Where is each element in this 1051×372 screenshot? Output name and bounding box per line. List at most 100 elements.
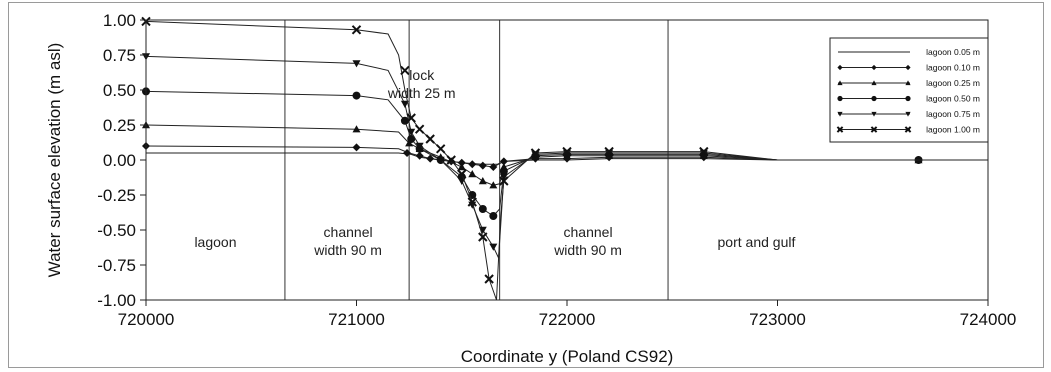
data-point <box>871 80 877 86</box>
data-point <box>415 151 424 160</box>
data-point <box>400 65 410 76</box>
y-tick-label: -0.50 <box>97 221 136 240</box>
axes: 1.00 0.75 0.50 0.25 0.00 -0.25 -0.50 -0.75 -1.00… <box>97 11 1016 329</box>
zone-label-line: width 90 m <box>313 242 382 258</box>
y-tick-label: 0.50 <box>103 81 136 100</box>
data-point <box>562 146 572 157</box>
data-point <box>414 124 425 134</box>
data-point <box>905 95 911 102</box>
data-point <box>478 205 487 213</box>
x-tick-label: 723000 <box>749 310 806 329</box>
legend-label: lagoon 0.10 m <box>926 63 980 73</box>
data-point <box>468 170 477 178</box>
y-tick-label: 0.75 <box>103 46 136 65</box>
data-point <box>484 274 494 284</box>
x-tick-label: 721000 <box>328 310 385 329</box>
data-point <box>837 64 843 71</box>
data-point <box>499 167 508 176</box>
data-point <box>870 126 878 133</box>
legend: lagoon 0.05 m lagoon 0.10 m lagoon 0.25 m l… <box>829 37 989 143</box>
y-tick-label: -0.25 <box>97 186 136 205</box>
data-point <box>405 139 414 147</box>
legend-box <box>829 37 989 143</box>
zone-label-line: lagoon <box>194 234 236 250</box>
data-point <box>351 25 362 35</box>
data-point <box>457 163 466 171</box>
x-axis-title: Coordinate y (Poland CS92) <box>461 347 674 366</box>
y-tick-label: 0.00 <box>103 151 136 170</box>
data-point <box>406 113 416 123</box>
data-point <box>468 160 477 169</box>
y-tick-label: 1.00 <box>103 11 136 30</box>
legend-label: lagoon 0.50 m <box>926 94 980 104</box>
data-point <box>415 142 424 150</box>
data-point <box>905 64 911 71</box>
data-point <box>407 128 416 136</box>
data-point <box>905 111 911 117</box>
data-point <box>489 181 498 189</box>
data-point <box>489 212 498 220</box>
legend-label: lagoon 0.25 m <box>926 78 980 88</box>
data-point <box>489 163 498 171</box>
legend-item: lagoon 0.75 m <box>837 109 980 119</box>
data-point <box>403 149 412 157</box>
data-point <box>604 146 614 157</box>
zone-label-line: width 25 m <box>387 85 456 101</box>
data-point <box>457 169 467 179</box>
data-point <box>837 95 843 102</box>
data-point <box>871 95 877 102</box>
zone-label-line: port and gulf <box>718 234 796 250</box>
data-point <box>400 100 409 108</box>
data-point <box>352 60 361 68</box>
data-point <box>499 157 508 166</box>
data-point <box>905 80 911 86</box>
x-tick-label: 720000 <box>118 310 175 329</box>
chart-frame <box>8 2 1044 368</box>
data-point <box>499 176 509 186</box>
data-point <box>407 135 416 143</box>
zone-label: channel width 90 m <box>313 224 382 258</box>
zone-boundaries: lagoon channel width 90 m lock width 25 m cha… <box>194 20 795 300</box>
y-axis-title: Water surface elevation (m asl) <box>45 43 64 278</box>
zone-label-line: width 90 m <box>553 242 622 258</box>
legend-item: lagoon 0.05 m <box>838 47 980 57</box>
data-point <box>436 156 445 164</box>
legend-label: lagoon 0.75 m <box>926 109 980 119</box>
data-point <box>837 111 843 117</box>
zone-label-line: channel <box>564 224 613 240</box>
x-tick-label: 722000 <box>539 310 596 329</box>
data-point <box>352 143 361 152</box>
zone-label-line: channel <box>324 224 373 240</box>
series-line <box>145 124 988 186</box>
zone-label: channel width 90 m <box>553 224 622 258</box>
legend-item: lagoon 0.25 m <box>837 78 980 88</box>
data-point <box>904 126 912 133</box>
series-line <box>145 145 988 168</box>
data-point <box>446 155 456 165</box>
series-layer <box>141 16 988 301</box>
legend-label: lagoon 0.05 m <box>926 47 980 57</box>
data-point <box>837 80 843 86</box>
data-point <box>467 197 477 207</box>
data-point <box>478 161 487 170</box>
zone-label: lagoon <box>194 234 236 250</box>
data-point <box>871 111 877 117</box>
y-tick-label: 0.25 <box>103 116 136 135</box>
data-point <box>400 116 409 125</box>
data-point <box>352 125 361 133</box>
data-point <box>426 154 435 163</box>
data-point <box>871 64 877 71</box>
zone-label-line: lock <box>409 67 435 83</box>
x-tick-label: 724000 <box>960 310 1017 329</box>
data-point <box>489 243 498 251</box>
series-lagoon-1-00-m <box>141 16 988 301</box>
data-point <box>478 177 487 185</box>
data-point <box>435 144 446 154</box>
data-point <box>836 126 844 133</box>
y-tick-label: -0.75 <box>97 256 136 275</box>
zone-label: port and gulf <box>718 234 796 250</box>
data-point <box>352 91 361 100</box>
legend-label: lagoon 1.00 m <box>926 125 980 135</box>
data-point <box>499 173 508 181</box>
